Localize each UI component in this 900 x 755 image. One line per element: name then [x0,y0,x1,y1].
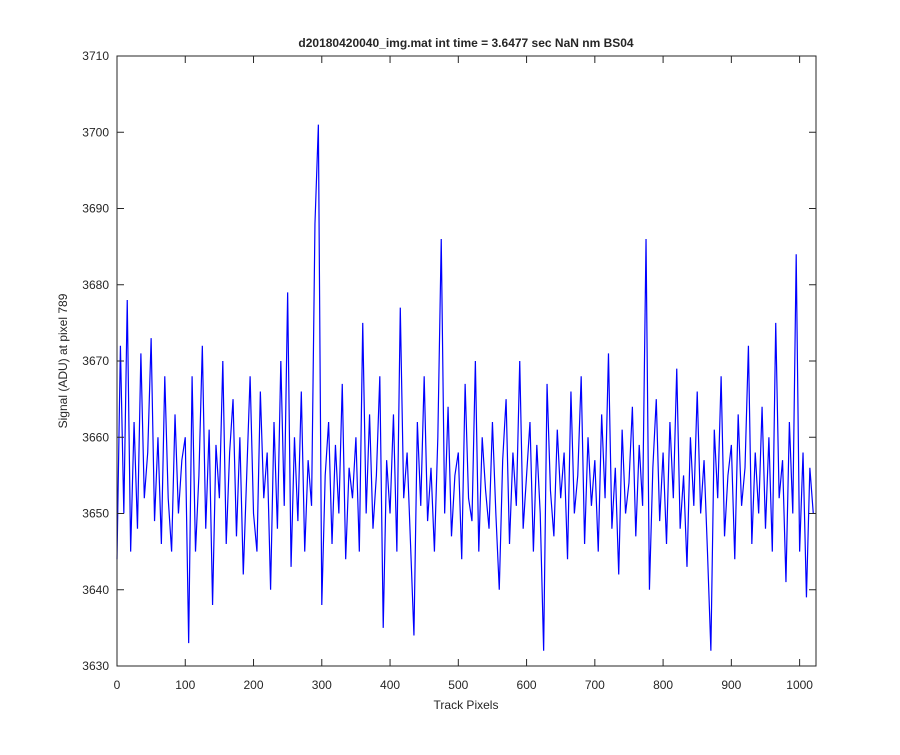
y-axis-label: Signal (ADU) at pixel 789 [56,293,70,428]
x-tick-label: 500 [448,678,468,692]
y-tick-label: 3680 [82,278,109,292]
x-tick-label: 800 [653,678,673,692]
y-tick-label: 3700 [82,125,109,139]
x-tick-label: 900 [721,678,741,692]
x-tick-label: 700 [585,678,605,692]
plot-area [117,56,816,666]
data-line [116,124,814,651]
chart-title: d20180420040_img.mat int time = 3.6477 s… [298,36,634,50]
y-tick-label: 3710 [82,49,109,63]
x-tick-label: 600 [517,678,537,692]
y-tick-label: 3630 [82,659,109,673]
x-tick-label: 1000 [786,678,813,692]
x-axis-label: Track Pixels [434,698,499,712]
y-tick-label: 3670 [82,354,109,368]
x-tick-label: 300 [312,678,332,692]
x-tick-label: 0 [114,678,121,692]
y-tick-label: 3660 [82,430,109,444]
y-tick-label: 3690 [82,202,109,216]
y-tick-label: 3650 [82,507,109,521]
x-tick-label: 100 [175,678,195,692]
x-tick-label: 200 [244,678,264,692]
y-tick-label: 3640 [82,583,109,597]
x-tick-label: 400 [380,678,400,692]
axes-box [116,55,817,667]
